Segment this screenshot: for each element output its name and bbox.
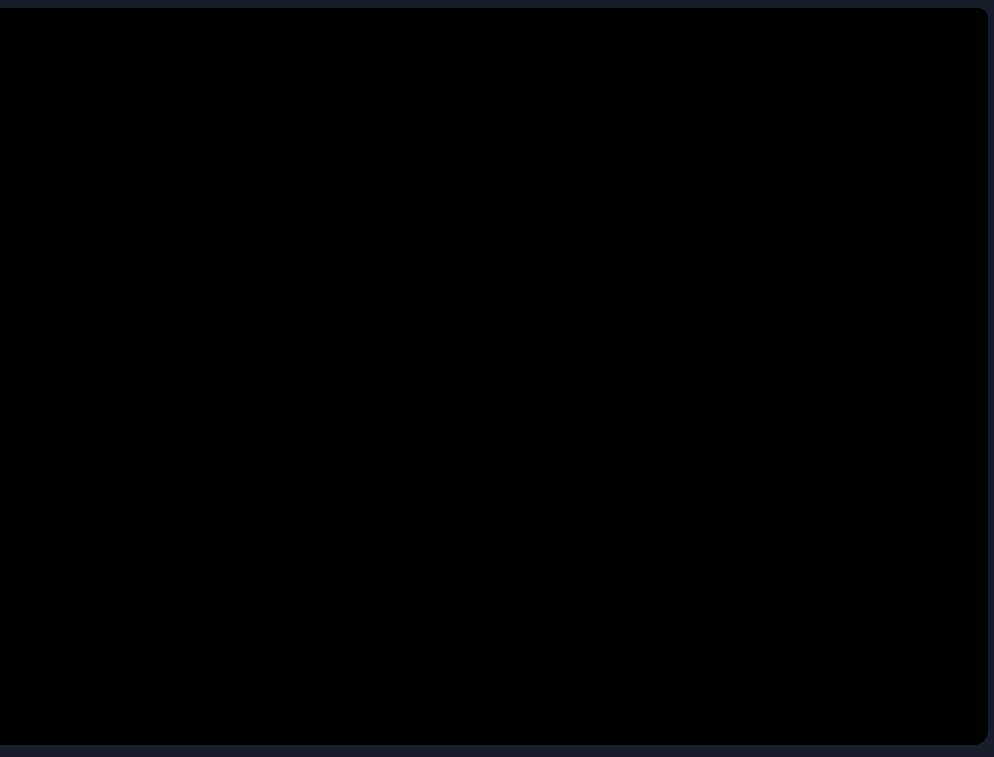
chart-panel	[0, 8, 988, 745]
